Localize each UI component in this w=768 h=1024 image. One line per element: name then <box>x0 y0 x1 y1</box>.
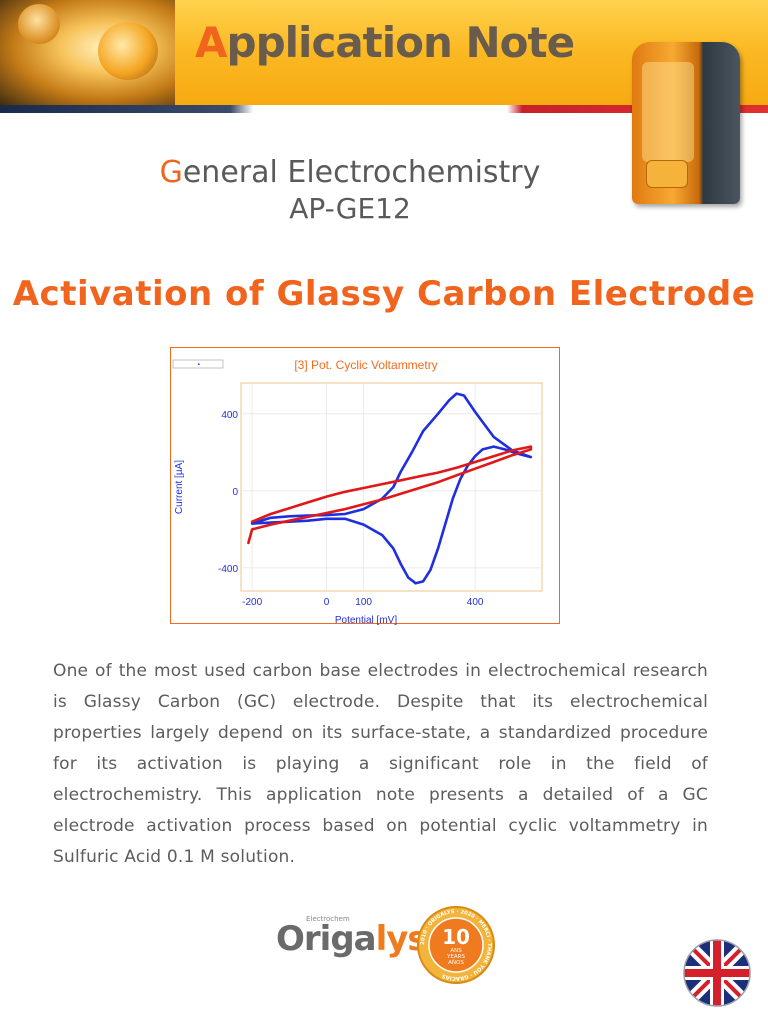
chart-x-tick-label: 400 <box>467 597 484 608</box>
seal-number: 10 <box>442 925 470 949</box>
chart-x-axis-label: Potential [mV] <box>335 615 397 625</box>
header-title: Application Note <box>195 18 576 67</box>
header-title-initial: A <box>195 18 228 67</box>
chart-svg: [3] Pot. Cyclic Voltammetry -200 0 100 400 40… <box>172 358 543 625</box>
chart-y-tick-label: 0 <box>232 487 238 498</box>
intro-paragraph: One of the most used carbon base electro… <box>53 661 708 867</box>
potentiostat-device-image <box>632 42 740 204</box>
uk-flag-icon[interactable] <box>682 938 752 1008</box>
logo-wordmark: Origalys <box>276 919 428 959</box>
seal-line3: AÑOS <box>448 959 464 966</box>
document-title: Activation of Glassy Carbon Electrode <box>12 274 756 314</box>
chart-y-tick-label: -400 <box>218 564 238 575</box>
seal-line1: ANS <box>450 948 462 954</box>
header-photo <box>0 0 175 106</box>
chart-series-line-2 <box>247 445 533 545</box>
chart-title: [3] Pot. Cyclic Voltammetry <box>294 358 437 372</box>
chart-plot-frame <box>240 382 543 592</box>
logo-brand-main: Origa <box>276 919 377 959</box>
chart-x-tick-label: 100 <box>355 597 372 608</box>
category-initial: G <box>159 155 183 190</box>
category-rest: eneral Electrochemistry <box>182 155 541 190</box>
chart-series-line-1 <box>250 392 533 585</box>
chart-y-tick-label: 400 <box>221 410 238 421</box>
seal-line2: YEARS <box>446 954 465 960</box>
chart-x-tick-label: 0 <box>324 597 330 608</box>
anniversary-seal: 2010 · ORIGALYS · 2020 · MERCI · THANK Y… <box>417 906 495 984</box>
cyclic-voltammetry-chart: [3] Pot. Cyclic Voltammetry -200 0 100 400 40… <box>170 347 560 625</box>
chart-y-axis-label: Current [µA] <box>174 460 185 514</box>
category-heading: General Electrochemistry <box>0 155 700 191</box>
chart-x-tick-label: -200 <box>242 597 262 608</box>
logo-subtext: Electrochem <box>306 915 350 923</box>
origalys-logo: Electrochem Origalys 2010 · ORIGALYS · 2… <box>276 905 506 985</box>
chart-legend-marker <box>198 363 200 365</box>
application-code: AP-GE12 <box>289 192 411 225</box>
header-title-rest: pplication Note <box>226 18 576 67</box>
header-stripe <box>0 105 768 113</box>
